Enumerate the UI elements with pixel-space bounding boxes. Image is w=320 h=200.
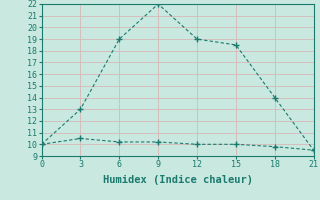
- X-axis label: Humidex (Indice chaleur): Humidex (Indice chaleur): [103, 175, 252, 185]
